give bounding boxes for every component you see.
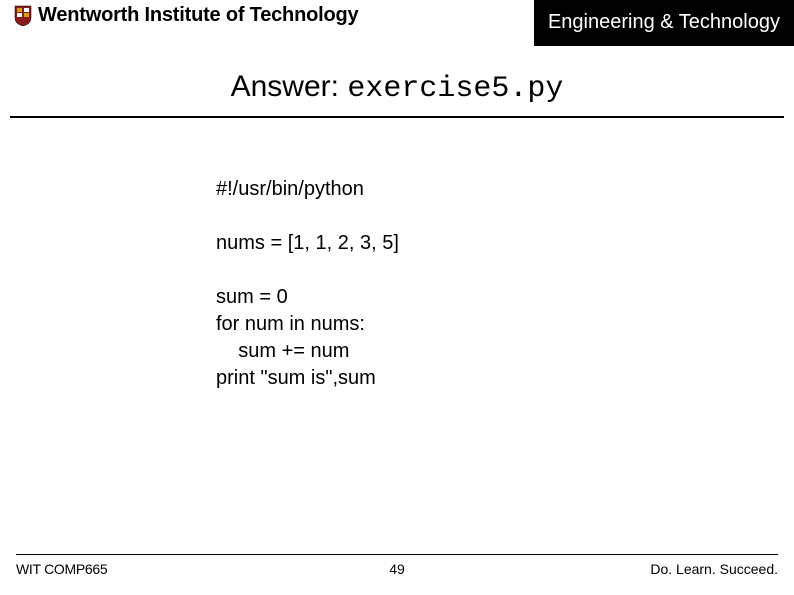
code-line: sum = 0 [216,286,288,308]
course-code: WIT COMP665 [16,561,107,577]
title-prefix: Answer: [231,70,348,103]
motto: Do. Learn. Succeed. [650,561,778,577]
header-left: Wentworth Institute of Technology [0,0,358,27]
code-line: sum += num [216,340,349,362]
footer-row: WIT COMP665 49 Do. Learn. Succeed. [16,561,778,577]
code-block: #!/usr/bin/python nums = [1, 1, 2, 3, 5]… [216,176,794,392]
code-line: print "sum is",sum [216,367,376,389]
title-section: Answer: exercise5.py [0,70,794,116]
institute-name: Wentworth Institute of Technology [38,4,358,27]
slide-title: Answer: exercise5.py [24,70,770,116]
page-number: 49 [389,561,405,577]
code-line: #!/usr/bin/python [216,178,364,200]
title-filename: exercise5.py [347,72,563,106]
footer: WIT COMP665 49 Do. Learn. Succeed. [0,554,794,577]
department-label: Engineering & Technology [534,0,794,46]
code-line: nums = [1, 1, 2, 3, 5] [216,232,399,254]
footer-divider [16,554,778,555]
header-bar: Wentworth Institute of Technology Engine… [0,0,794,52]
shield-icon [14,5,32,27]
code-line: for num in nums: [216,313,365,335]
title-divider [10,116,784,118]
